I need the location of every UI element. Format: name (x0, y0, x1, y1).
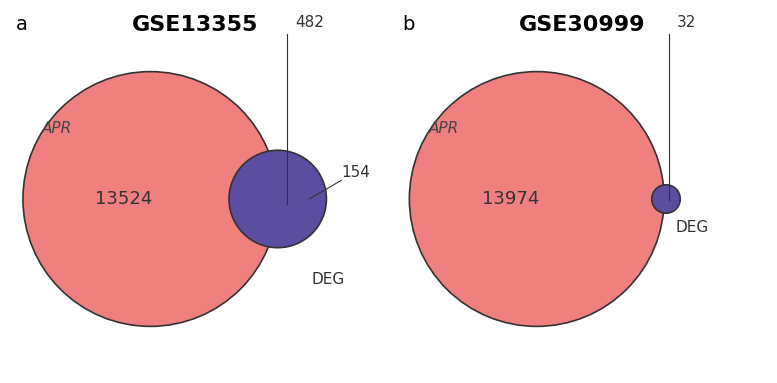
Text: GSE30999: GSE30999 (518, 15, 645, 35)
Text: a: a (16, 15, 27, 34)
Text: APR: APR (428, 121, 458, 136)
Text: 154: 154 (341, 165, 371, 180)
Text: DEG: DEG (312, 272, 345, 287)
Text: b: b (402, 15, 414, 34)
Text: 32: 32 (676, 15, 695, 30)
Text: APR: APR (42, 121, 72, 136)
Circle shape (23, 72, 277, 326)
Text: DEG: DEG (676, 220, 709, 235)
Text: 13974: 13974 (482, 190, 539, 208)
Circle shape (229, 150, 326, 248)
Text: GSE13355: GSE13355 (132, 15, 259, 35)
Text: 13524: 13524 (96, 190, 153, 208)
Circle shape (652, 185, 680, 213)
Text: 482: 482 (295, 15, 324, 30)
Circle shape (409, 72, 664, 326)
